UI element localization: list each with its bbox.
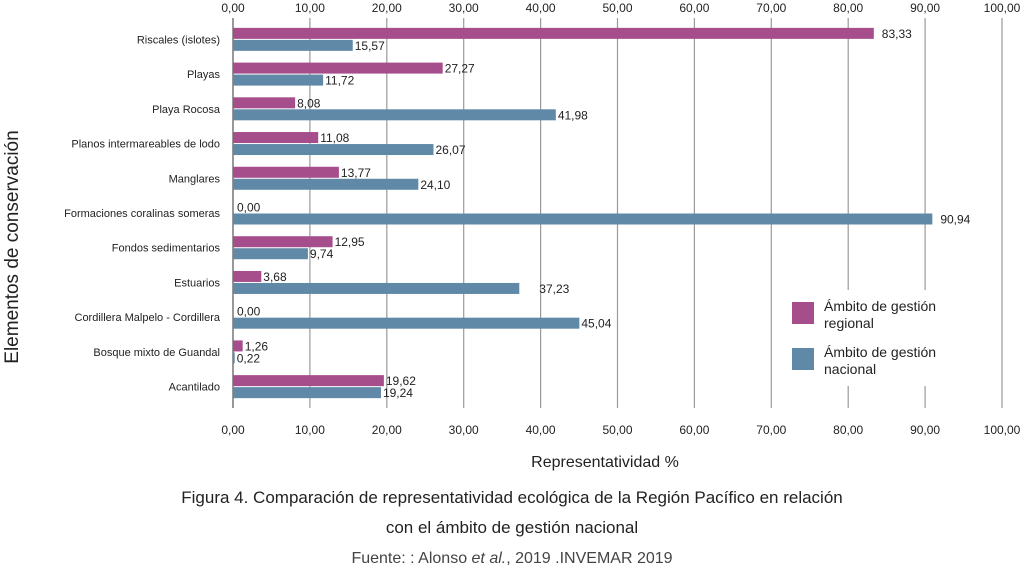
category-label: Bosque mixto de Guandal [93,347,220,359]
figure-caption: Figura 4. Comparación de representativid… [181,488,843,507]
bar-nacional [233,74,324,86]
category-label: Playa Rocosa [152,104,221,116]
bar-regional [233,166,339,178]
data-label-nacional: 11,72 [325,74,354,88]
bar-regional [233,62,443,74]
x-tick-label-top: 10,00 [295,1,325,15]
bar-regional [233,132,319,144]
bar-nacional [233,213,933,225]
bar-regional [233,375,384,387]
data-label-regional: 13,77 [341,166,371,180]
data-label-nacional: 90,94 [940,213,970,227]
x-tick-label-bottom: 30,00 [449,423,479,437]
category-label: Cordillera Malpelo - Cordillera [75,312,221,324]
x-tick-label-bottom: 10,00 [295,423,325,437]
figure-source: Fuente: : Alonso et al., 2019 .INVEMAR 2… [0,550,1024,568]
bar-nacional [233,178,419,190]
data-label-nacional: 0,22 [237,351,261,365]
bar-nacional [233,387,381,399]
bars [233,27,933,399]
x-tick-label-top: 20,00 [372,1,402,15]
bar-nacional [233,109,556,121]
bar-nacional [233,248,308,260]
x-tick-label-bottom: 40,00 [526,423,556,437]
x-tick-label-top: 30,00 [449,1,479,15]
bar-nacional [233,282,520,294]
category-label: Playas [187,69,221,81]
legend-item-regional: Ámbito de gestión regional [792,298,949,332]
figure-caption-line2: con el ámbito de gestión nacional [385,518,639,537]
bar-nacional [233,352,235,364]
category-labels: Riscales (islotes) Playas Playa Rocosa Plan… [64,34,221,393]
legend-label-regional: Ámbito de gestión regional [824,298,937,331]
data-label-nacional: 45,04 [581,317,611,331]
x-tick-label-top: 40,00 [526,1,556,15]
bar-regional [233,340,243,352]
x-tick-label-top: 60,00 [679,1,709,15]
bar-nacional [233,317,580,329]
data-label-nacional: 37,23 [539,282,569,296]
x-tick-label-top: 80,00 [833,1,863,15]
bar-regional [233,27,874,39]
data-label-nacional: 9,74 [310,247,334,261]
x-tick-label-top: 90,00 [910,1,940,15]
bar-regional [233,97,296,109]
x-tick-label-bottom: 0,00 [221,423,245,437]
category-label: Formaciones coralinas someras [64,208,220,220]
x-tick-label-top: 50,00 [602,1,632,15]
category-label: Planos intermareables de lodo [71,139,220,151]
x-tick-label-bottom: 60,00 [679,423,709,437]
x-tick-label-top: 0,00 [221,1,245,15]
bar-chart: 83,33 15,57 27,27 11,72 8,08 41,98 11,08 26,07 1… [64,1,1021,437]
bar-nacional [233,39,353,51]
data-label-nacional: 15,57 [355,39,385,53]
data-label-regional: 83,33 [882,27,912,41]
source-suffix: , 2019 .INVEMAR 2019 [506,550,673,567]
category-label: Estuarios [174,277,220,289]
x-tick-label-bottom: 50,00 [602,423,632,437]
data-label-nacional: 19,24 [383,386,413,400]
data-label-regional: 8,08 [297,96,321,110]
data-label-regional: 3,68 [263,270,287,284]
source-italic: et al. [471,550,507,567]
x-tick-label-bottom: 70,00 [756,423,786,437]
bar-regional [233,236,333,248]
bar-nacional [233,144,434,156]
y-axis-title: Elementos de conservación [2,130,23,364]
x-tick-label-bottom: 100,00 [984,423,1021,437]
legend-item-nacional: Ámbito de gestión nacional [792,344,949,378]
data-label-regional: 11,08 [320,131,349,145]
data-label-regional: 1,26 [245,339,269,353]
category-label: Riscales (islotes) [137,34,220,46]
x-tick-label-bottom: 20,00 [372,423,402,437]
x-tick-label-bottom: 80,00 [833,423,863,437]
data-label-regional: 27,27 [445,62,475,76]
legend-label-nacional: Ámbito de gestión nacional [824,344,937,377]
x-axis-title: Representatividad % [531,454,679,471]
bar-regional [233,270,262,282]
x-tick-label-top: 100,00 [984,1,1021,15]
x-tick-label-bottom: 90,00 [910,423,940,437]
data-labels: 83,33 15,57 27,27 11,72 8,08 41,98 11,08 26,07 1… [237,27,971,400]
source-prefix: Fuente: : Alonso [351,550,472,567]
category-label: Acantilado [169,382,220,394]
category-label: Fondos sedimentarios [112,243,221,255]
legend-swatch-regional [792,302,814,324]
data-label-nacional: 24,10 [420,178,450,192]
data-label-regional: 0,00 [237,201,261,215]
data-label-regional: 0,00 [237,305,261,319]
legend: Ámbito de gestión regional Ámbito de ges… [782,290,952,386]
data-label-regional: 19,62 [386,374,416,388]
axis-ticks: 0,00 0,00 10,00 10,00 20,00 20,00 30,00 30,00 40… [221,1,1020,437]
legend-swatch-nacional [792,348,814,370]
data-label-nacional: 41,98 [558,108,588,122]
data-label-nacional: 26,07 [435,143,465,157]
data-label-regional: 12,95 [335,235,365,249]
category-label: Manglares [169,173,221,185]
x-tick-label-top: 70,00 [756,1,786,15]
